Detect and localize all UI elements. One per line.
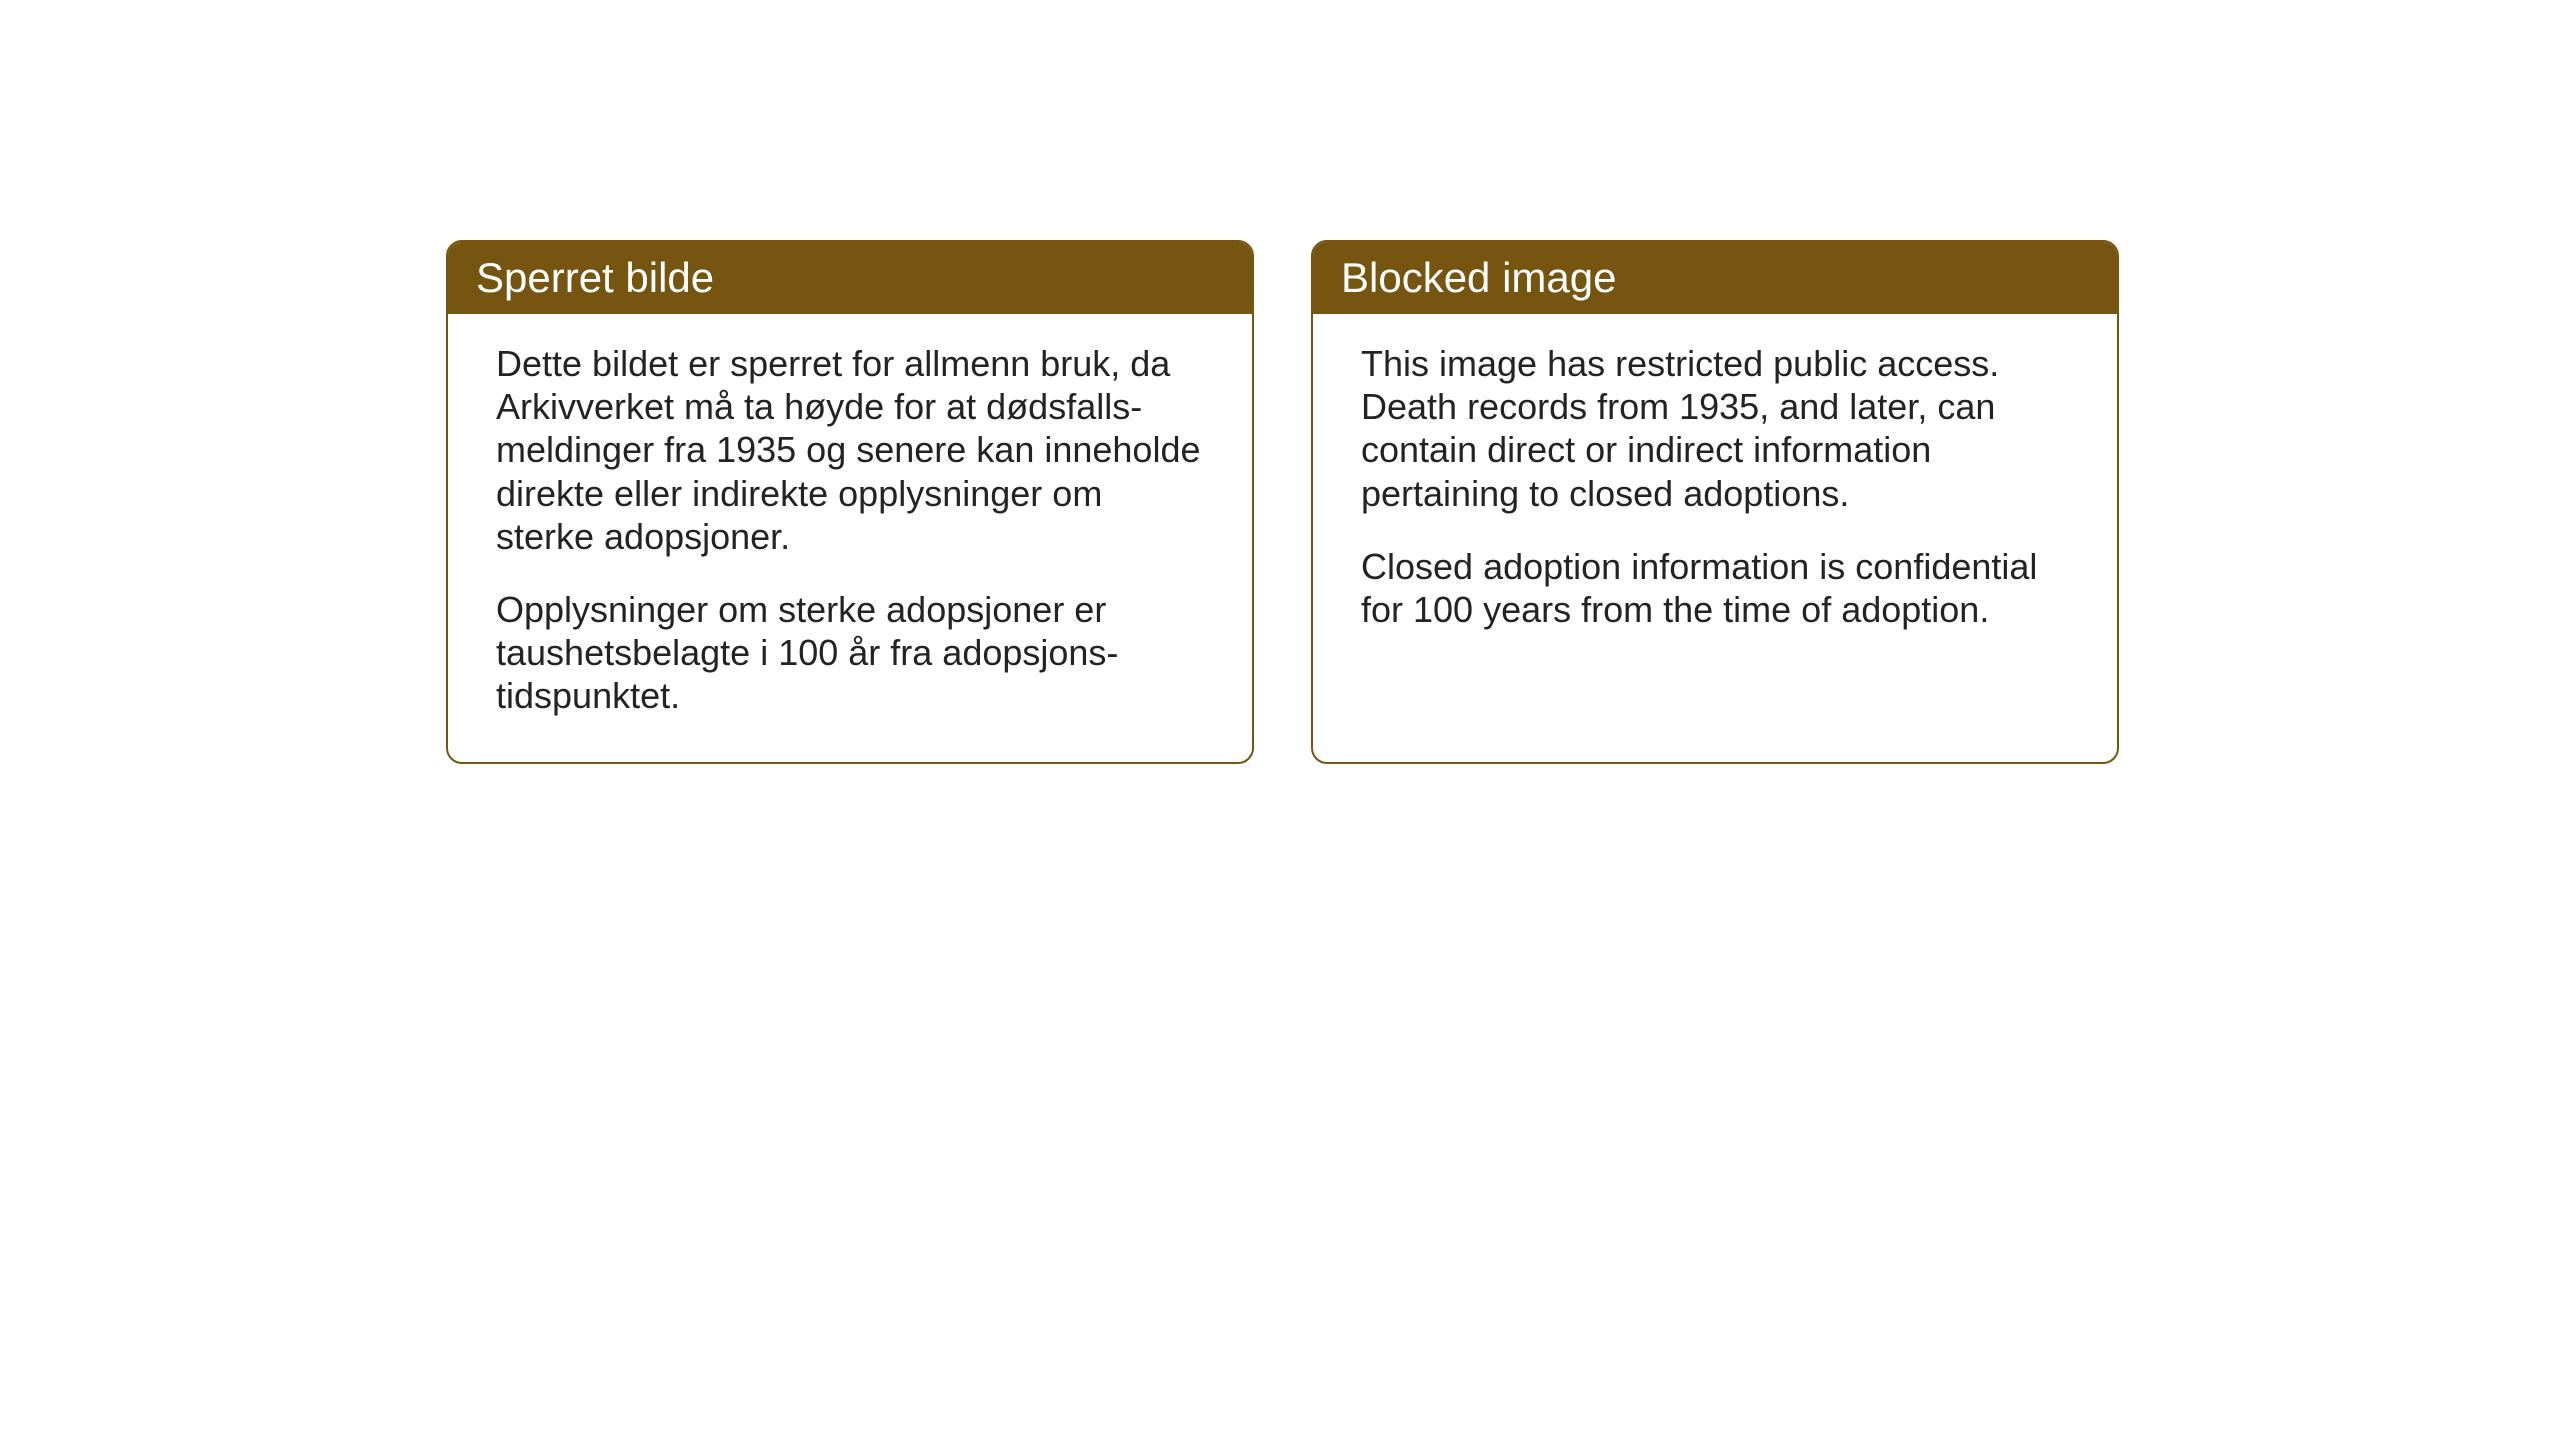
panel-english-header: Blocked image <box>1313 242 2117 314</box>
panel-norwegian: Sperret bilde Dette bildet er sperret fo… <box>446 240 1254 764</box>
panel-english: Blocked image This image has restricted … <box>1311 240 2119 764</box>
panel-norwegian-title: Sperret bilde <box>476 254 714 301</box>
panel-english-body: This image has restricted public access.… <box>1313 314 2117 675</box>
panel-norwegian-paragraph-1: Dette bildet er sperret for allmenn bruk… <box>496 342 1204 558</box>
panel-norwegian-body: Dette bildet er sperret for allmenn bruk… <box>448 314 1252 762</box>
panel-english-title: Blocked image <box>1341 254 1616 301</box>
panel-norwegian-paragraph-2: Opplysninger om sterke adopsjoner er tau… <box>496 588 1204 718</box>
panel-norwegian-header: Sperret bilde <box>448 242 1252 314</box>
panel-english-paragraph-2: Closed adoption information is confident… <box>1361 545 2069 631</box>
panels-container: Sperret bilde Dette bildet er sperret fo… <box>446 240 2119 764</box>
panel-english-paragraph-1: This image has restricted public access.… <box>1361 342 2069 515</box>
